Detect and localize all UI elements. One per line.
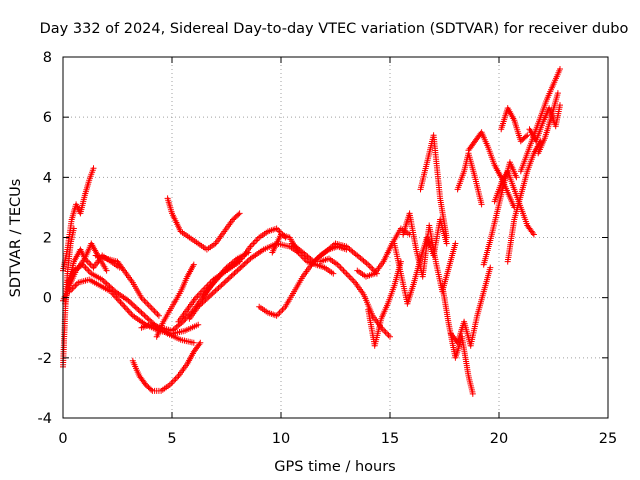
x-axis-label: GPS time / hours [274, 459, 395, 475]
data-series [60, 66, 563, 397]
y-tick-label: 8 [43, 50, 52, 66]
y-axis-label: SDTVAR / TECUs [8, 179, 24, 298]
chart-title: Day 332 of 2024, Sidereal Day-to-day VTE… [40, 21, 629, 37]
series-arc-13 [186, 240, 302, 322]
series-arc-31 [504, 138, 544, 265]
axis-ticks: 0 5 10 15 20 25 -4 -2 0 2 4 6 8 [38, 50, 618, 447]
y-tick-label: 2 [43, 231, 52, 247]
series-arc-33 [526, 102, 563, 145]
x-tick-label: 20 [490, 431, 508, 447]
y-tick-label: -2 [38, 351, 52, 367]
x-tick-label: 15 [381, 431, 399, 447]
series-arc-25 [448, 264, 494, 349]
x-tick-label: 10 [272, 431, 290, 447]
series-arc-14 [199, 225, 289, 301]
x-tick-label: 25 [599, 431, 617, 447]
series-arc-30 [498, 105, 531, 145]
x-tick-label: 5 [167, 431, 176, 447]
series-arc-34 [535, 90, 561, 157]
y-tick-label: 6 [43, 110, 52, 126]
series-arc-26 [454, 150, 485, 208]
grid-lines [63, 57, 608, 418]
series-arc-10 [153, 261, 197, 340]
series-arc-17 [288, 240, 380, 277]
series-arc-8 [129, 339, 204, 394]
x-tick-label: 0 [58, 431, 67, 447]
y-tick-label: 0 [43, 291, 52, 307]
series-arc-18 [317, 255, 393, 340]
y-tick-label: 4 [43, 170, 52, 186]
series-arc-23 [417, 132, 450, 241]
y-tick-label: -4 [38, 411, 52, 427]
series-arc-20 [365, 258, 404, 349]
series-arc-7 [66, 276, 202, 337]
series-arc-11 [164, 195, 243, 253]
series-arc-6 [92, 252, 162, 319]
